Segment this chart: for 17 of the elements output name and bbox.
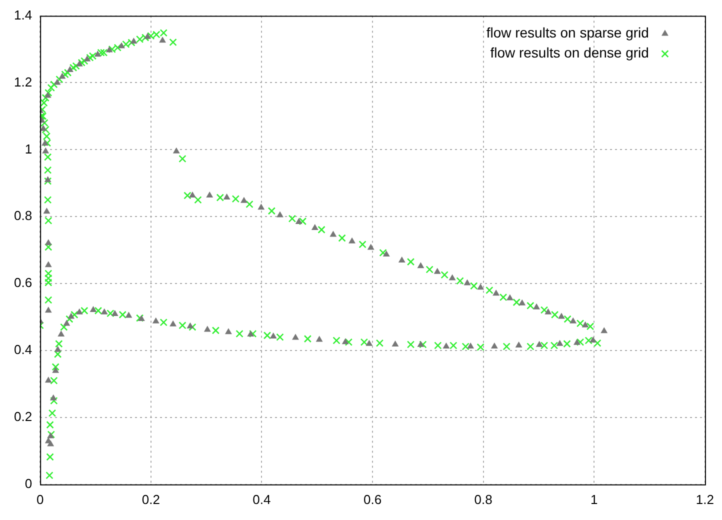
y-tick-label: 1.2 — [14, 74, 32, 90]
y-tick-label: 1 — [24, 141, 32, 156]
x-tick-label: 0.2 — [142, 492, 160, 507]
y-tick-label: 0 — [24, 476, 32, 491]
x-tick-label: 0 — [36, 492, 44, 507]
y-tick-label: 0.8 — [14, 208, 32, 224]
x-tick-label: 1.2 — [696, 492, 714, 507]
y-tick-label: 1.4 — [14, 7, 32, 22]
x-tick-label: 0.4 — [252, 492, 271, 507]
y-tick-label: 0.6 — [14, 275, 32, 290]
y-tick-label: 0.2 — [14, 409, 32, 424]
legend-label: flow results on dense grid — [490, 44, 649, 61]
legend-label: flow results on sparse grid — [486, 24, 649, 41]
x-tick-label: 0.8 — [474, 492, 492, 507]
x-tick-label: 0.6 — [363, 492, 382, 507]
y-tick-label: 0.4 — [14, 342, 32, 358]
x-tick-label: 1 — [590, 492, 598, 507]
